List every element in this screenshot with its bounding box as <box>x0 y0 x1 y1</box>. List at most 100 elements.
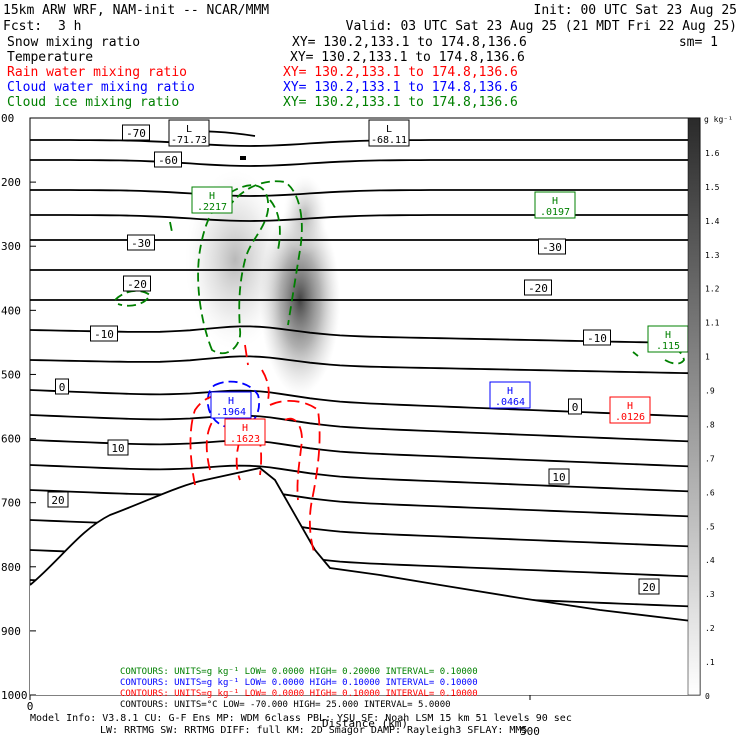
colorbar-label: 1 <box>705 353 710 362</box>
contour-spec: CONTOURS: UNITS=°C LOW= -70.000 HIGH= 25… <box>120 700 451 710</box>
small-contour-mark <box>240 156 246 160</box>
terrain-line <box>30 467 700 623</box>
extremum-kind: H <box>665 330 671 341</box>
colorbar-label: 1.2 <box>705 285 720 294</box>
isotherm-label: -20 <box>127 278 147 291</box>
extremum-kind: L <box>186 124 192 135</box>
cloud-ice-contour <box>169 221 173 233</box>
isotherm-label: -10 <box>587 332 607 345</box>
cloud-ice-contour <box>659 347 685 365</box>
extremum-box <box>224 418 266 446</box>
isotherm <box>30 489 700 518</box>
isotherm-label: 10 <box>111 442 124 455</box>
extremum-value: .0126 <box>615 412 645 423</box>
isotherm-label: 0 <box>59 381 66 394</box>
colorbar-label: .4 <box>705 556 715 565</box>
field-xy: XY= 130.2,133.1 to 174.8,136.6 <box>283 80 518 95</box>
isotherm-label: -70 <box>126 127 146 140</box>
isotherm-label-box <box>107 439 129 456</box>
field-xy: XY= 130.2,133.1 to 174.8,136.6 <box>292 35 527 50</box>
colorbar-label: .9 <box>705 387 715 396</box>
model-title: 15km ARW WRF, NAM-init -- NCAR/MMM <box>3 3 269 18</box>
colorbar-label: 1.6 <box>705 149 720 158</box>
contour-spec: CONTOURS: UNITS=g kg⁻¹ LOW= 0.0000 HIGH=… <box>120 678 478 688</box>
extremum-box <box>489 381 531 409</box>
isotherm-label-box <box>90 325 118 342</box>
rain-water-contour <box>244 344 270 401</box>
smoothing-label: sm= 1 <box>679 35 718 50</box>
extremum-value: -68.11 <box>371 135 407 146</box>
x-axis: 0 500 Distance (km) <box>27 695 540 738</box>
isotherm-label-box <box>583 329 611 346</box>
cloud-ice-contour <box>632 351 639 357</box>
y-tick-label: 600 <box>1 433 21 446</box>
extremum-value: .115 <box>656 341 680 352</box>
cloud-ice-contour <box>114 289 152 307</box>
field-name: Rain water mixing ratio <box>7 65 187 80</box>
colorbar-label: 0 <box>705 692 710 701</box>
colorbar-ramp <box>687 117 701 696</box>
isotherm-label: 10 <box>552 471 565 484</box>
field-xy: XY= 130.2,133.1 to 174.8,136.6 <box>283 95 518 110</box>
y-tick-label: 900 <box>1 625 21 638</box>
colorbar-label: .1 <box>705 658 715 667</box>
extremum-value: .0197 <box>540 207 570 218</box>
isotherm-label: 20 <box>642 581 655 594</box>
isotherm-label: -30 <box>131 237 151 250</box>
snow-shade-west <box>185 170 285 350</box>
valid-time: Valid: 03 UTC Sat 23 Aug 25 (21 MDT Fri … <box>346 19 737 34</box>
isotherm-label-box <box>538 238 566 255</box>
field-name: Temperature <box>7 50 93 65</box>
colorbar-label: .8 <box>705 420 715 429</box>
isotherm-label-box <box>55 378 69 395</box>
isotherm-label: 0 <box>572 401 579 414</box>
terrain-fill <box>30 468 700 695</box>
extremum-kind: H <box>228 396 234 407</box>
colorbar-labels: 1.6 1.5 1.4 1.3 1.2 1.1 1 .9 .8 .7 .6 .5 .4 .3 .2 .1 0 <box>705 149 720 701</box>
field-name: Snow mixing ratio <box>7 35 140 50</box>
contour-specs: CONTOURS: UNITS=g kg⁻¹ LOW= 0.0000 HIGH=… <box>120 667 478 710</box>
colorbar-label: 1.5 <box>705 183 720 192</box>
colorbar-unit: g kg⁻¹ <box>704 115 733 124</box>
extremum-kind: H <box>507 386 513 397</box>
extremum-kind: H <box>242 423 248 434</box>
colorbar-label: 1.4 <box>705 217 720 226</box>
extremum-value: .2217 <box>197 202 227 213</box>
extremum-box <box>609 396 651 424</box>
y-tick-label: 500 <box>1 368 21 381</box>
isotherm-label: -30 <box>542 241 562 254</box>
extremum-box <box>534 191 576 219</box>
cloud-ice-contour <box>269 199 281 251</box>
colorbar-label: 1.1 <box>705 319 720 328</box>
colorbar-label: .7 <box>705 454 715 463</box>
extremum-value: .1623 <box>230 434 260 445</box>
fcst-label: Fcst: <box>3 19 42 34</box>
isotherm-labels: -70 -60 -30 -20 -10 0 10 20 -30 -20 -10 0 10 20 <box>47 124 660 595</box>
colorbar-label: .2 <box>705 624 715 633</box>
isotherm <box>30 139 700 147</box>
isotherm-label-box <box>568 398 582 415</box>
field-name: Cloud ice mixing ratio <box>7 95 179 110</box>
field-name: Cloud water mixing ratio <box>7 80 195 95</box>
extrema-markers: L-71.73L-68.11H.2217H.0197H.115H.1964H.0… <box>168 119 689 446</box>
extremum-kind: L <box>386 124 392 135</box>
colorbar: g kg⁻¹ 1.6 1.5 1.4 1.3 1.2 1.1 1 .9 .8 .7 .6 .5 .4 .3… <box>687 115 733 701</box>
cloud-ice-contours <box>114 180 685 365</box>
field-xy: XY= 130.2,133.1 to 174.8,136.6 <box>290 50 525 65</box>
isotherm-label: 20 <box>51 494 64 507</box>
colorbar-label: 1.3 <box>705 251 720 260</box>
colorbar-label: .6 <box>705 488 715 497</box>
extremum-box <box>168 119 210 147</box>
isotherm <box>30 159 700 167</box>
isotherm-label: -10 <box>94 328 114 341</box>
cloud-ice-contour <box>227 180 303 326</box>
field-legend: Snow mixing ratio XY= 130.2,133.1 to 174.… <box>7 35 527 110</box>
y-tick-label: 300 <box>1 240 21 253</box>
y-tick-label: 400 <box>1 304 21 317</box>
y-axis: 00 200 300 400 500 600 700 800 900 1000 <box>1 112 36 702</box>
x-axis-label: Distance (km) <box>322 717 408 730</box>
isotherm-label-box <box>154 151 182 168</box>
rain-water-contour <box>284 417 303 501</box>
isotherm <box>30 214 700 222</box>
